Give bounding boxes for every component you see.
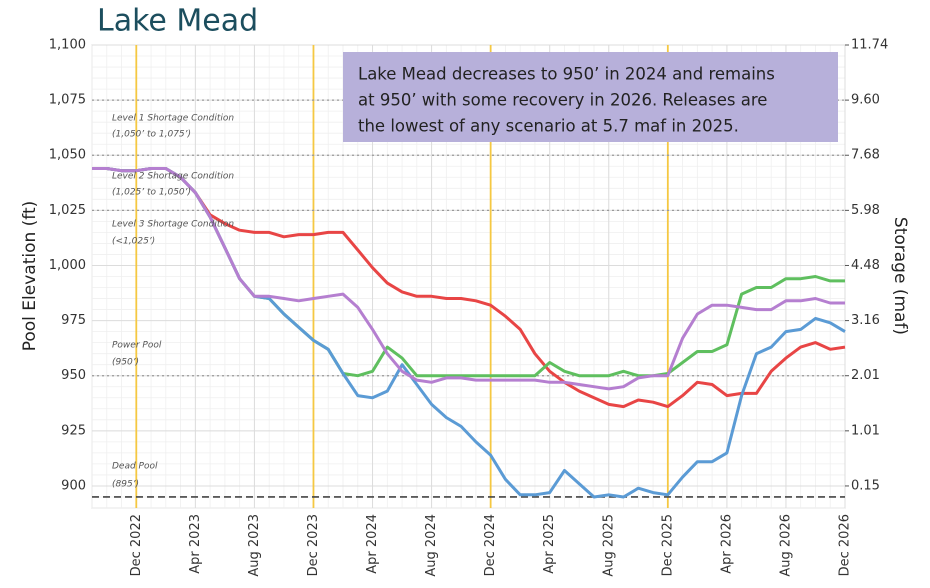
annotation: (950’) xyxy=(112,358,139,368)
annotation: Level 2 Shortage Condition xyxy=(112,172,234,182)
y-axis-title: Pool Elevation (ft) xyxy=(20,201,40,352)
y-tick-label: 1,075 xyxy=(49,93,86,108)
y2-tick-label: 9.60 xyxy=(851,93,880,108)
note-text: Lake Mead decreases to 950’ in 2024 and … xyxy=(358,65,775,84)
annotation: Power Pool xyxy=(112,341,162,351)
series-line xyxy=(92,167,845,391)
y-tick-label: 1,000 xyxy=(49,258,86,273)
y-tick-label: 900 xyxy=(61,478,86,493)
x-tick-label: Apr 2023 xyxy=(188,514,203,574)
note-text: at 950’ with some recovery in 2026. Rele… xyxy=(358,91,767,110)
x-tick-label: Dec 2024 xyxy=(483,514,498,576)
x-tick-label: Dec 2025 xyxy=(660,514,675,576)
y-tick-label: 1,100 xyxy=(49,38,86,53)
y2-tick-label: 5.98 xyxy=(851,203,880,218)
annotation: (<1,025’) xyxy=(112,237,155,247)
y-tick-label: 1,025 xyxy=(49,203,86,218)
y2-tick-label: 4.48 xyxy=(851,258,880,273)
note-box xyxy=(343,52,838,142)
annotation: Level 1 Shortage Condition xyxy=(112,114,234,124)
y2-tick-label: 3.16 xyxy=(851,313,880,328)
x-tick-label: Apr 2025 xyxy=(542,514,557,574)
chart-title: Lake Mead xyxy=(97,4,258,39)
y2-tick-label: 0.15 xyxy=(851,478,880,493)
y2-tick-label: 1.01 xyxy=(851,423,880,438)
y-tick-label: 950 xyxy=(61,368,86,383)
y2-axis-title: Storage (maf) xyxy=(890,217,910,335)
x-tick-label: Aug 2026 xyxy=(778,514,793,577)
y2-tick-label: 11.74 xyxy=(851,38,888,53)
annotation: (895’) xyxy=(112,480,139,490)
x-tick-label: Apr 2026 xyxy=(719,514,734,574)
annotation: (1,050’ to 1,075’) xyxy=(112,130,191,140)
y-tick-label: 975 xyxy=(61,313,86,328)
marks xyxy=(92,167,846,499)
y-tick-label: 1,050 xyxy=(49,148,86,163)
labels: 900 925 950 975 1,000 1,025 1,050 1,075 1,100 0.1… xyxy=(49,38,888,577)
x-tick-label: Dec 2026 xyxy=(838,514,853,576)
x-tick-label: Aug 2025 xyxy=(601,514,616,577)
x-tick-label: Aug 2024 xyxy=(424,514,439,577)
series-line xyxy=(92,167,846,409)
y2-tick-label: 2.01 xyxy=(851,368,880,383)
note-text: the lowest of any scenario at 5.7 maf in… xyxy=(358,117,739,136)
x-tick-label: Dec 2022 xyxy=(129,514,144,576)
y-tick-label: 925 xyxy=(61,423,86,438)
x-tick-label: Aug 2023 xyxy=(247,514,262,577)
x-tick-label: Apr 2024 xyxy=(365,514,380,574)
x-tick-label: Dec 2023 xyxy=(306,514,321,576)
annotation: (1,025’ to 1,050’) xyxy=(112,188,191,198)
annotation: Level 3 Shortage Condition xyxy=(112,220,234,230)
annotation: Dead Pool xyxy=(112,462,158,472)
y2-tick-label: 7.68 xyxy=(851,148,880,163)
